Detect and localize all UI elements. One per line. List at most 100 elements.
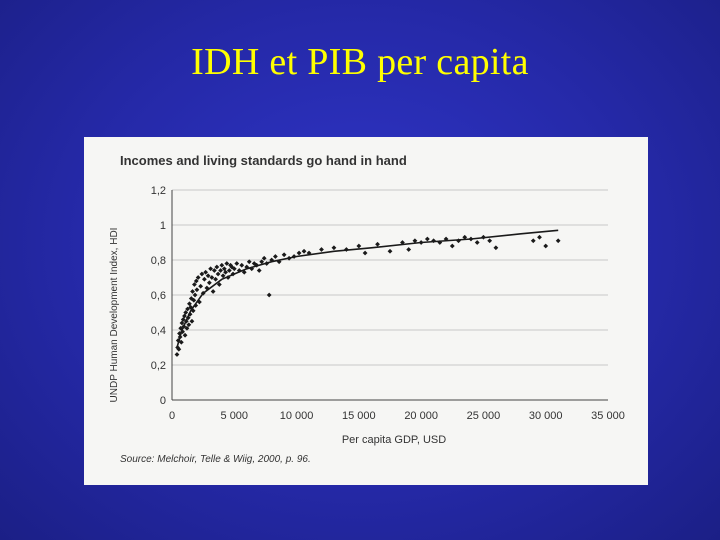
data-point bbox=[462, 234, 468, 240]
data-point bbox=[296, 250, 302, 256]
data-point bbox=[424, 236, 430, 242]
data-point bbox=[319, 247, 324, 252]
data-point bbox=[418, 240, 424, 245]
data-point bbox=[555, 238, 561, 244]
x-tick-label: 30 000 bbox=[529, 410, 563, 422]
data-point bbox=[177, 334, 183, 340]
data-point bbox=[537, 234, 542, 240]
data-point bbox=[387, 248, 393, 254]
data-point bbox=[174, 352, 180, 357]
grid-lines bbox=[172, 189, 608, 366]
data-point bbox=[264, 261, 270, 266]
x-tick-label: 35 000 bbox=[591, 410, 625, 422]
data-point bbox=[331, 245, 337, 251]
data-point bbox=[456, 238, 461, 244]
data-point bbox=[180, 329, 185, 335]
data-point bbox=[362, 250, 368, 256]
data-point bbox=[291, 254, 297, 259]
x-tick-label: 0 bbox=[169, 410, 175, 422]
data-point bbox=[543, 243, 549, 249]
data-point bbox=[431, 238, 436, 244]
chart-title: Incomes and living standards go hand in … bbox=[120, 153, 407, 168]
data-point bbox=[182, 332, 188, 338]
data-point bbox=[474, 240, 480, 245]
data-point bbox=[185, 306, 190, 312]
x-tick-label: 10 000 bbox=[280, 410, 314, 422]
data-point bbox=[188, 304, 194, 310]
data-point bbox=[203, 269, 209, 275]
data-point bbox=[356, 243, 362, 249]
data-point bbox=[530, 238, 536, 244]
data-point bbox=[256, 268, 262, 273]
data-point bbox=[481, 234, 486, 240]
data-point bbox=[259, 259, 265, 265]
chart-panel: Incomes and living standards go hand in … bbox=[84, 137, 648, 485]
data-point bbox=[449, 243, 455, 249]
data-point bbox=[185, 315, 191, 321]
data-point bbox=[210, 289, 216, 294]
data-point bbox=[190, 289, 195, 294]
tick-labels: 0 0,2 0,4 0,6 0,8 1 1,2 0 5 000 10 000 15 000 20 00… bbox=[151, 185, 625, 422]
y-tick-label: 0,8 bbox=[151, 255, 166, 267]
data-point bbox=[197, 299, 202, 305]
data-point bbox=[375, 241, 380, 247]
axes bbox=[171, 190, 608, 401]
data-point bbox=[412, 238, 418, 244]
data-point bbox=[201, 276, 207, 282]
data-point bbox=[272, 254, 278, 259]
data-point bbox=[286, 255, 292, 261]
data-point bbox=[214, 264, 220, 270]
x-tick-label: 25 000 bbox=[467, 410, 501, 422]
data-point bbox=[269, 257, 275, 263]
data-point bbox=[206, 280, 212, 286]
data-point bbox=[193, 303, 199, 308]
data-point bbox=[183, 310, 189, 315]
data-point bbox=[187, 311, 193, 317]
data-point bbox=[487, 238, 493, 244]
y-tick-label: 1 bbox=[160, 220, 166, 232]
x-tick-label: 15 000 bbox=[342, 410, 376, 422]
data-point bbox=[193, 278, 199, 284]
data-point bbox=[219, 262, 225, 268]
data-point bbox=[189, 318, 195, 324]
data-point bbox=[306, 250, 312, 256]
trend-line bbox=[176, 229, 559, 348]
data-point bbox=[276, 259, 282, 265]
scatter-chart: Incomes and living standards go hand in … bbox=[109, 153, 625, 465]
y-tick-label: 0,6 bbox=[151, 290, 166, 302]
source-note: Source: Melchoir, Telle & Wiig, 2000, p.… bbox=[120, 454, 311, 465]
data-point bbox=[239, 262, 245, 268]
data-point bbox=[184, 325, 190, 331]
x-axis-label: Per capita GDP, USD bbox=[342, 434, 446, 446]
data-point bbox=[400, 240, 405, 245]
data-point bbox=[493, 245, 499, 251]
y-tick-label: 0,2 bbox=[151, 360, 166, 372]
slide-title: IDH et PIB per capita bbox=[191, 41, 529, 83]
data-point bbox=[194, 287, 200, 293]
y-tick-label: 1,2 bbox=[151, 185, 166, 197]
data-point bbox=[198, 283, 204, 289]
data-point bbox=[266, 292, 272, 298]
data-point bbox=[215, 271, 221, 277]
data-point bbox=[182, 313, 187, 319]
y-tick-label: 0 bbox=[160, 395, 166, 407]
x-tick-label: 20 000 bbox=[404, 410, 438, 422]
y-tick-label: 0,4 bbox=[151, 325, 166, 337]
data-point bbox=[468, 236, 474, 242]
data-point bbox=[179, 320, 185, 326]
data-point bbox=[188, 296, 194, 301]
data-point bbox=[234, 261, 240, 266]
data-point bbox=[261, 255, 267, 261]
data-point bbox=[344, 247, 349, 252]
data-point bbox=[192, 292, 198, 298]
y-axis-label: UNDP Human Development Index, HDI bbox=[109, 228, 120, 403]
data-point bbox=[301, 248, 307, 254]
data-point bbox=[406, 247, 412, 252]
data-point bbox=[443, 236, 449, 242]
data-point bbox=[192, 282, 197, 287]
data-points bbox=[174, 234, 561, 357]
data-point bbox=[437, 240, 443, 245]
data-point bbox=[178, 339, 184, 345]
x-tick-label: 5 000 bbox=[221, 410, 249, 422]
data-point bbox=[281, 252, 287, 258]
